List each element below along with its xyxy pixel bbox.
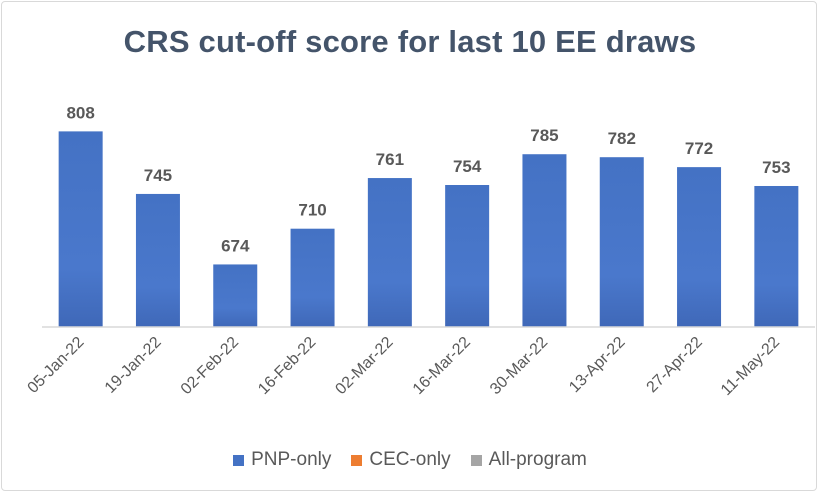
x-tick-label: 11-May-22 [718,334,783,399]
data-label: 761 [376,150,404,169]
x-tick-label: 02-Feb-22 [178,334,242,398]
data-label: 782 [608,129,636,148]
data-label: 754 [453,157,482,176]
data-label: 785 [530,126,558,145]
legend-item: PNP-only [233,449,331,471]
x-tick-label: 19-Jan-22 [102,334,165,397]
legend-swatch [351,454,363,466]
bar [522,154,567,327]
data-label: 674 [221,236,250,255]
bar [367,178,412,327]
legend-swatch [233,454,245,466]
legend-label: CEC-only [369,449,451,470]
bar [135,193,180,327]
x-tick-label: 02-Mar-22 [332,334,396,398]
legend-label: All-program [488,449,587,470]
legend-label: PNP-only [251,449,332,470]
bar [290,228,335,327]
x-tick-label: 27-Apr-22 [644,334,706,396]
data-label: 772 [685,139,713,158]
legend-item: All-program [470,449,587,471]
bar [677,167,722,327]
legend: PNP-only CEC-only All-program [0,449,820,471]
data-label: 753 [762,158,790,177]
x-tick-label: 16-Mar-22 [410,334,474,398]
x-tick-label: 13-Apr-22 [566,334,628,396]
x-tick-label: 30-Mar-22 [487,334,551,398]
data-label: 808 [66,103,94,122]
legend-item: CEC-only [351,449,451,471]
data-label: 745 [144,166,172,185]
bar [754,185,799,327]
x-tick-label: 16-Feb-22 [255,334,319,398]
bar [213,264,258,327]
data-label: 710 [298,201,326,220]
chart-title: CRS cut-off score for last 10 EE draws [123,24,697,59]
bar [445,185,490,327]
bar [58,131,103,327]
bar [599,157,644,327]
x-tick-label: 05-Jan-22 [25,334,88,397]
legend-swatch [470,454,482,466]
